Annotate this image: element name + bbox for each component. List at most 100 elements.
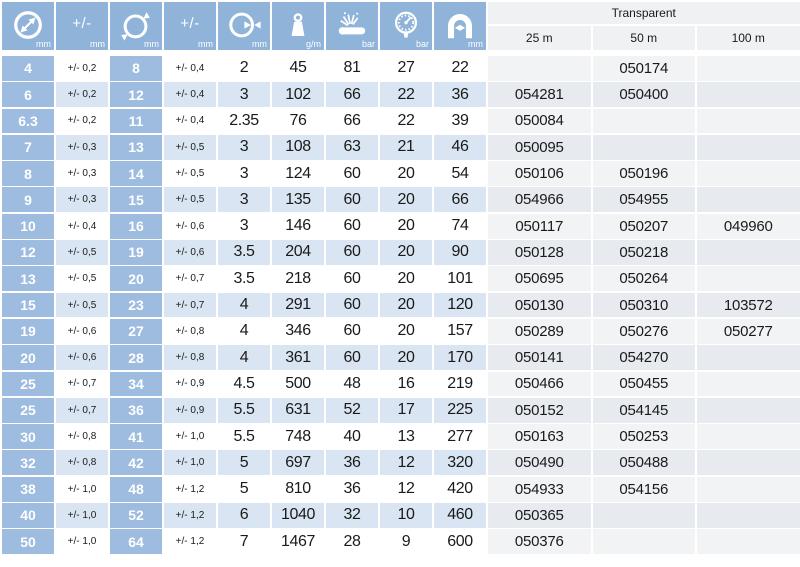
column-header-working-pressure: bar [380,2,432,50]
burst-pressure-cell: 60 [326,240,378,265]
table-row: 15 +/- 0,5 23 +/- 0,7 4 291 60 20 120 05… [2,292,800,318]
wall-thickness-cell: 5.5 [218,424,270,449]
working-pressure-cell: 20 [380,187,432,213]
wall-thickness-cell: 2 [218,56,270,81]
burst-pressure-cell: 60 [326,187,378,213]
inner-tolerance-cell: +/- 0,4 [56,213,108,239]
outer-diameter-cell: 28 [110,345,162,371]
column-header-wall-thickness: mm [218,2,270,50]
part-number-25m-cell: 054281 [488,82,591,108]
inner-diameter-cell: 4 [2,56,54,81]
bend-radius-cell: 170 [434,345,486,371]
wall-thickness-cell: 2.35 [218,108,270,134]
column-header-weight: g/m [272,2,324,50]
inner-tolerance-cell: +/- 1,0 [56,476,108,502]
outer-diameter-cell: 8 [110,56,162,81]
table-row: 10 +/- 0,4 16 +/- 0,6 3 146 60 20 74 050… [2,213,800,239]
working-pressure-cell: 22 [380,82,432,108]
part-number-100m-cell [697,529,800,555]
part-number-50m-cell: 050488 [592,450,695,476]
inner-tolerance-cell: +/- 1,0 [56,529,108,555]
outer-diameter-cell: 41 [110,424,162,449]
part-number-100m-cell [697,108,800,134]
bend-radius-cell: 460 [434,503,486,528]
transparent-group-label: Transparent [488,2,800,24]
part-number-50m-cell: 054270 [592,345,695,371]
inner-diameter-cell: 6.3 [2,108,54,134]
bend-radius-cell: 90 [434,240,486,265]
weight-cell: 291 [272,292,324,318]
burst-pressure-cell: 48 [326,371,378,397]
working-pressure-cell: 20 [380,240,432,265]
part-number-50m-cell: 050276 [592,318,695,344]
burst-pressure-cell: 60 [326,318,378,344]
part-number-100m-cell [697,187,800,213]
outer-diameter-cell: 52 [110,503,162,528]
outer-diameter-cell: 48 [110,476,162,502]
part-number-50m-cell: 054145 [592,397,695,423]
burst-pressure-cell: 60 [326,292,378,318]
bend-radius-cell: 39 [434,108,486,134]
part-number-100m-cell [697,56,800,81]
table-row: 4 +/- 0,2 8 +/- 0,4 2 45 81 27 22 050174 [2,56,800,81]
burst-pressure-cell: 60 [326,345,378,371]
inner-diameter-cell: 6 [2,82,54,108]
bend-radius-cell: 600 [434,529,486,555]
outer-tolerance-cell: +/- 0,6 [164,240,216,265]
part-number-25m-cell: 050106 [488,161,591,186]
weight-cell: 108 [272,134,324,160]
outer-diameter-cell: 12 [110,82,162,108]
weight-cell: 146 [272,213,324,239]
outer-tolerance-cell: +/- 1,0 [164,424,216,449]
outer-tolerance-cell: +/- 0,9 [164,397,216,423]
outer-tolerance-cell: +/- 0,7 [164,266,216,292]
outer-tolerance-cell: +/- 0,8 [164,345,216,371]
working-pressure-cell: 21 [380,134,432,160]
burst-pressure-icon [335,8,369,45]
inner-tolerance-cell: +/- 0,5 [56,266,108,292]
outer-tolerance-cell: +/- 1,2 [164,503,216,528]
table-row: 40 +/- 1,0 52 +/- 1,2 6 1040 32 10 460 0… [2,503,800,528]
burst-pressure-cell: 66 [326,108,378,134]
bend-radius-cell: 120 [434,292,486,318]
weight-cell: 76 [272,108,324,134]
wall-thickness-cell: 3 [218,134,270,160]
pressure-gauge-icon [389,8,423,45]
working-pressure-cell: 20 [380,266,432,292]
table-row: 25 +/- 0,7 34 +/- 0,9 4.5 500 48 16 219 … [2,371,800,397]
part-number-50m-cell: 050310 [592,292,695,318]
table-row: 9 +/- 0,3 15 +/- 0,5 3 135 60 20 66 0549… [2,187,800,213]
part-number-100m-cell [697,82,800,108]
table-row: 19 +/- 0,6 27 +/- 0,8 4 346 60 20 157 05… [2,318,800,344]
weight-cell: 1467 [272,529,324,555]
table-row: 50 +/- 1,0 64 +/- 1,2 7 1467 28 9 600 05… [2,529,800,555]
working-pressure-cell: 20 [380,345,432,371]
outer-tolerance-cell: +/- 0,6 [164,213,216,239]
wall-thickness-cell: 5 [218,450,270,476]
outer-diameter-cell: 36 [110,397,162,423]
part-number-50m-cell: 050455 [592,371,695,397]
burst-pressure-cell: 28 [326,529,378,555]
outer-diameter-cell: 14 [110,161,162,186]
part-number-50m-cell: 050196 [592,161,695,186]
inner-diameter-cell: 25 [2,397,54,423]
inner-diameter-cell: 50 [2,529,54,555]
part-number-100m-cell [697,371,800,397]
outer-diameter-cell: 13 [110,134,162,160]
part-number-50m-cell: 050400 [592,82,695,108]
table-header: mm +/- mm mm +/- mm [2,2,800,50]
outer-tolerance-cell: +/- 0,5 [164,161,216,186]
working-pressure-cell: 12 [380,476,432,502]
bend-radius-icon [443,8,477,45]
part-number-100m-cell [697,240,800,265]
inner-diameter-cell: 20 [2,345,54,371]
outer-tolerance-cell: +/- 0,5 [164,134,216,160]
wall-thickness-cell: 4 [218,345,270,371]
inner-diameter-icon [11,8,45,45]
wall-thickness-cell: 3 [218,213,270,239]
part-number-25m-cell: 050163 [488,424,591,449]
weight-cell: 204 [272,240,324,265]
outer-tolerance-cell: +/- 1,2 [164,529,216,555]
unit-label: mm [252,39,267,49]
outer-tolerance-cell: +/- 1,0 [164,450,216,476]
